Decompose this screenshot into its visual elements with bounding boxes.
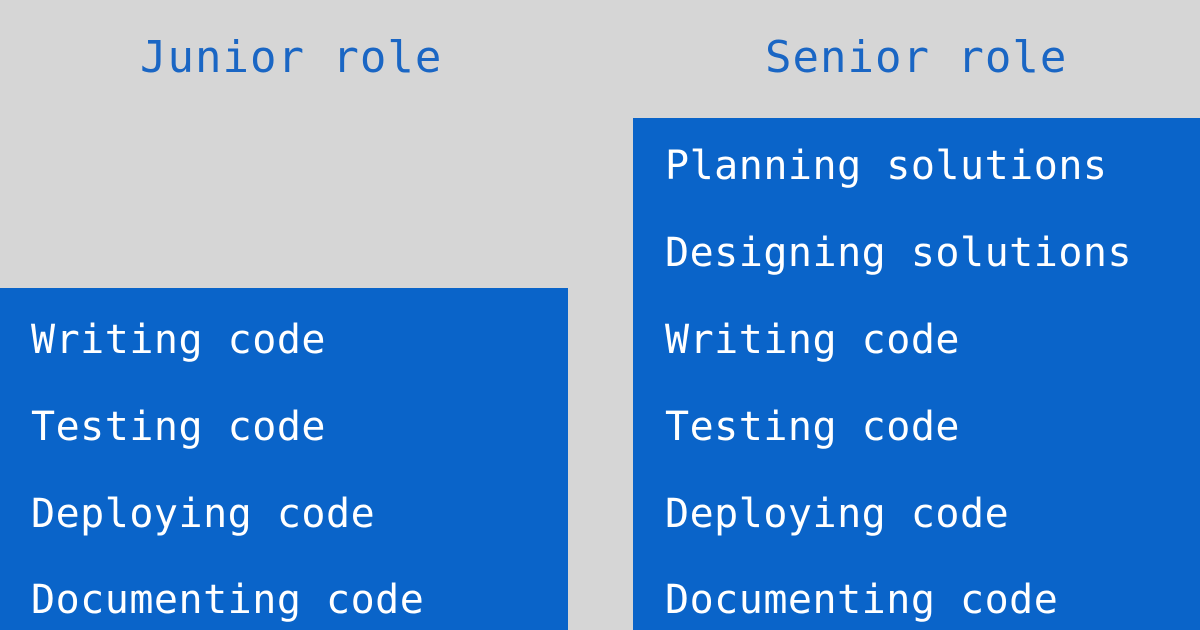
senior-task-writing-code: Writing code [665,317,960,363]
junior-task-documenting-code: Documenting code [31,577,425,623]
junior-role-panel: Writing code Testing code Deploying code… [0,288,568,630]
junior-role-heading: Junior role [140,32,443,83]
senior-task-deploying-code: Deploying code [665,491,1010,537]
senior-task-documenting-code: Documenting code [665,577,1059,623]
senior-task-testing-code: Testing code [665,404,960,450]
senior-task-planning-solutions: Planning solutions [665,143,1108,189]
senior-task-designing-solutions: Designing solutions [665,230,1133,276]
senior-role-heading: Senior role [765,32,1068,83]
junior-task-deploying-code: Deploying code [31,491,376,537]
senior-role-panel: Planning solutions Designing solutions W… [633,118,1200,630]
junior-task-writing-code: Writing code [31,317,326,363]
junior-task-testing-code: Testing code [31,404,326,450]
